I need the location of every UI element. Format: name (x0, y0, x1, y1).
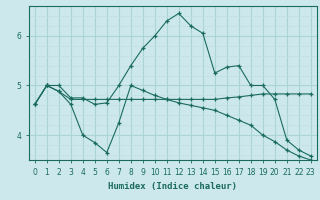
X-axis label: Humidex (Indice chaleur): Humidex (Indice chaleur) (108, 182, 237, 191)
